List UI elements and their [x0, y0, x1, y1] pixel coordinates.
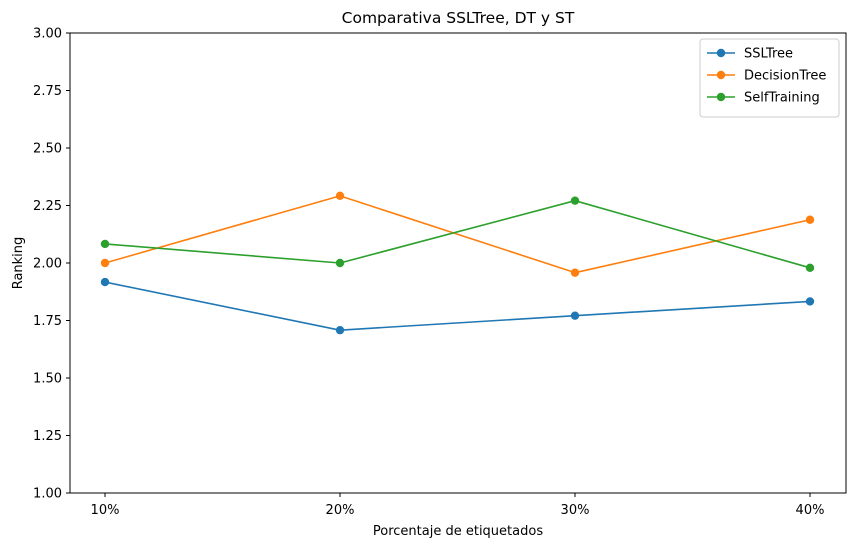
legend: SSLTree DecisionTree SelfTraining	[699, 38, 840, 118]
data-point-decisiontree	[335, 191, 345, 201]
x-tick-label: 10%	[91, 503, 120, 518]
data-point-selftraining	[805, 263, 815, 273]
legend-marker-selftraining	[716, 92, 726, 102]
y-tick-label: 2.75	[33, 84, 62, 99]
y-tick-label: 2.25	[33, 199, 62, 214]
x-tick-label: 20%	[326, 503, 355, 518]
legend-marker-decisiontree	[716, 70, 726, 80]
x-axis-label: Porcentaje de etiquetados	[373, 524, 543, 539]
y-tick-label: 3.00	[33, 27, 62, 42]
y-axis-label: Ranking	[11, 237, 26, 290]
x-tick-label: 30%	[561, 503, 590, 518]
x-tick-label: 40%	[796, 503, 825, 518]
series-line-selftraining	[104, 199, 811, 269]
chart-title: Comparativa SSLTree, DT y ST	[342, 9, 575, 27]
data-point-ssltree	[570, 311, 580, 320]
data-point-ssltree	[335, 325, 345, 335]
data-point-decisiontree	[570, 268, 580, 277]
data-point-selftraining	[570, 196, 580, 205]
series-line-ssltree	[104, 281, 811, 331]
legend-label-ssltree: SSLTree	[744, 47, 793, 62]
data-point-decisiontree	[100, 258, 110, 268]
y-tick-label: 1.00	[33, 487, 62, 502]
y-tick-label: 2.50	[33, 142, 62, 157]
data-point-selftraining	[335, 258, 345, 268]
y-tick-label: 2.00	[33, 257, 62, 272]
data-point-ssltree	[100, 277, 110, 287]
plot-area: 1.00 1.25 1.50 1.75 2.00 2.25 2.50 2.75 3.00 10% 2…	[33, 27, 847, 518]
legend-label-selftraining: SelfTraining	[744, 91, 820, 106]
data-point-decisiontree	[805, 215, 815, 224]
y-tick-label: 1.75	[33, 314, 62, 329]
legend-label-decisiontree: DecisionTree	[744, 69, 826, 84]
legend-marker-ssltree	[716, 48, 726, 58]
series-line-decisiontree	[104, 195, 811, 274]
y-tick-label: 1.50	[33, 372, 62, 387]
data-point-selftraining	[100, 239, 110, 249]
data-point-ssltree	[805, 297, 815, 306]
y-tick-label: 1.25	[33, 429, 62, 444]
